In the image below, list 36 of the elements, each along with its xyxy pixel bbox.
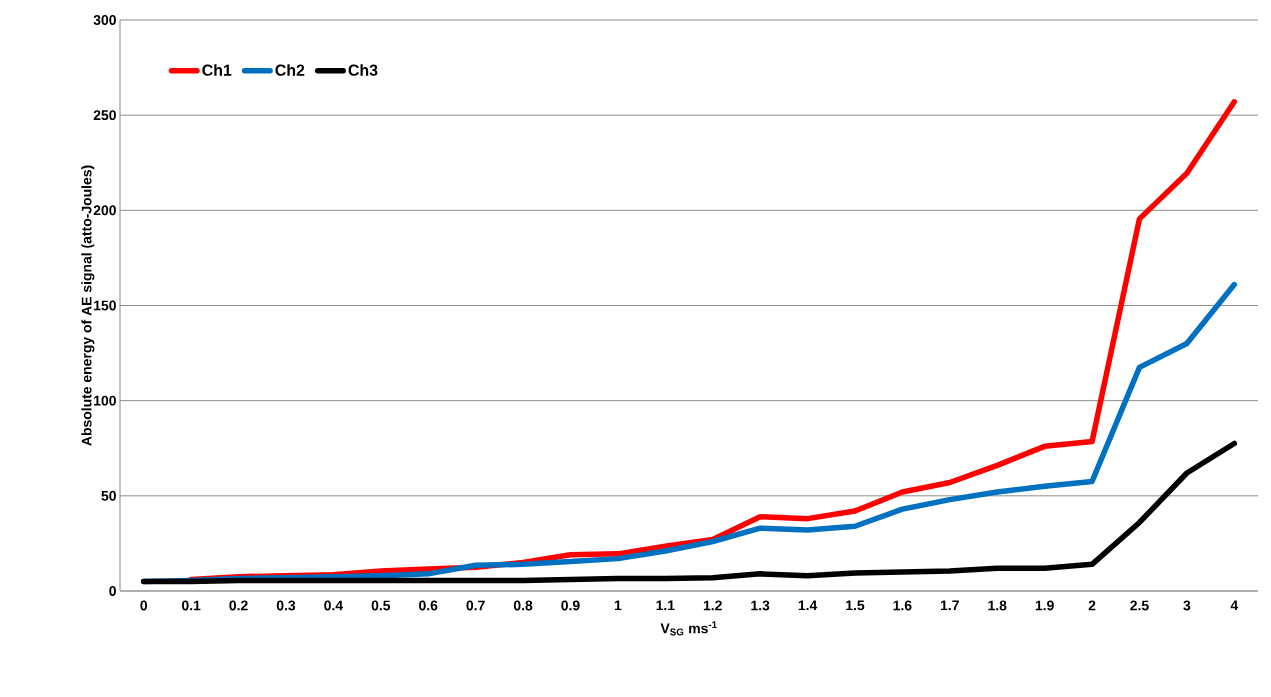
- x-tick-label: 0.7: [466, 600, 485, 611]
- x-tick-label: 1.7: [940, 600, 959, 611]
- x-tick-label: 0: [140, 600, 148, 611]
- legend-label: Ch3: [348, 64, 378, 76]
- y-tick-label: 200: [93, 205, 116, 216]
- x-tick-label: 1.4: [798, 600, 818, 611]
- x-tick-label: 2: [1088, 600, 1096, 611]
- y-axis-title: Absolute energy of AE signal (atto-Joules): [81, 165, 95, 446]
- legend-label: Ch1: [202, 64, 232, 76]
- x-tick-label: 2.5: [1130, 600, 1149, 611]
- x-axis-title: V$_{SG}$ ms$^{-1}$: [660, 621, 717, 636]
- x-tick-label: 3: [1183, 600, 1191, 611]
- x-tick-label: 1.1: [656, 600, 675, 611]
- x-tick-label: 0.1: [181, 600, 201, 611]
- legend-label: Ch2: [275, 64, 305, 76]
- y-tick-label: 100: [94, 395, 116, 406]
- y-tick-label: 0: [109, 586, 116, 596]
- x-tick-label: 0.3: [276, 600, 296, 611]
- x-tick-label: 1.5: [846, 600, 865, 611]
- x-tick-label: 1: [614, 600, 622, 611]
- x-tick-label: 4: [1230, 600, 1239, 611]
- x-tick-label: 0.2: [229, 600, 248, 611]
- x-tick-label: 0.9: [561, 600, 580, 611]
- x-tick-label: 1.8: [988, 600, 1007, 611]
- x-tick-label: 1.6: [893, 600, 912, 611]
- x-tick-label: 1.9: [1035, 600, 1054, 611]
- x-tick-label: 0.6: [419, 600, 438, 611]
- y-tick-label: 150: [94, 300, 116, 311]
- x-tick-label: 1.3: [751, 600, 770, 611]
- x-tick-label: 0.4: [324, 600, 344, 611]
- y-tick-label: 250: [93, 110, 116, 121]
- x-tick-label: 0.8: [513, 600, 533, 611]
- y-tick-label: 50: [101, 490, 116, 501]
- x-tick-label: 1.2: [703, 600, 722, 611]
- x-tick-label: 0.5: [371, 600, 391, 611]
- y-tick-label: 300: [93, 15, 116, 25]
